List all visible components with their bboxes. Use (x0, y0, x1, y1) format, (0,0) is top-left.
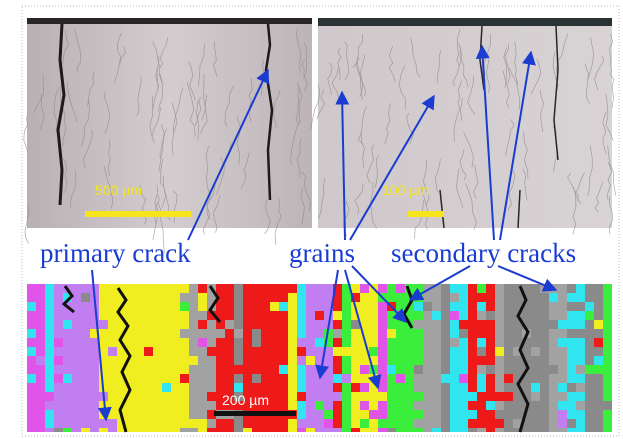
scale-label: 100 µm (382, 182, 429, 198)
scale-label: 500 µm (95, 182, 142, 198)
label: primary crack (40, 238, 191, 268)
micrograph-right: 100 µm (311, 18, 616, 239)
scale-label: 200 µm (222, 392, 269, 408)
label: secondary cracks (391, 238, 576, 268)
figure: 500 µm 100 µm 200 µm primary crack grain… (0, 0, 623, 439)
micrograph-left: 500 µm (24, 18, 312, 253)
figure-canvas: 500 µm 100 µm 200 µm primary crack grain… (0, 0, 623, 439)
label: grains (289, 238, 355, 268)
